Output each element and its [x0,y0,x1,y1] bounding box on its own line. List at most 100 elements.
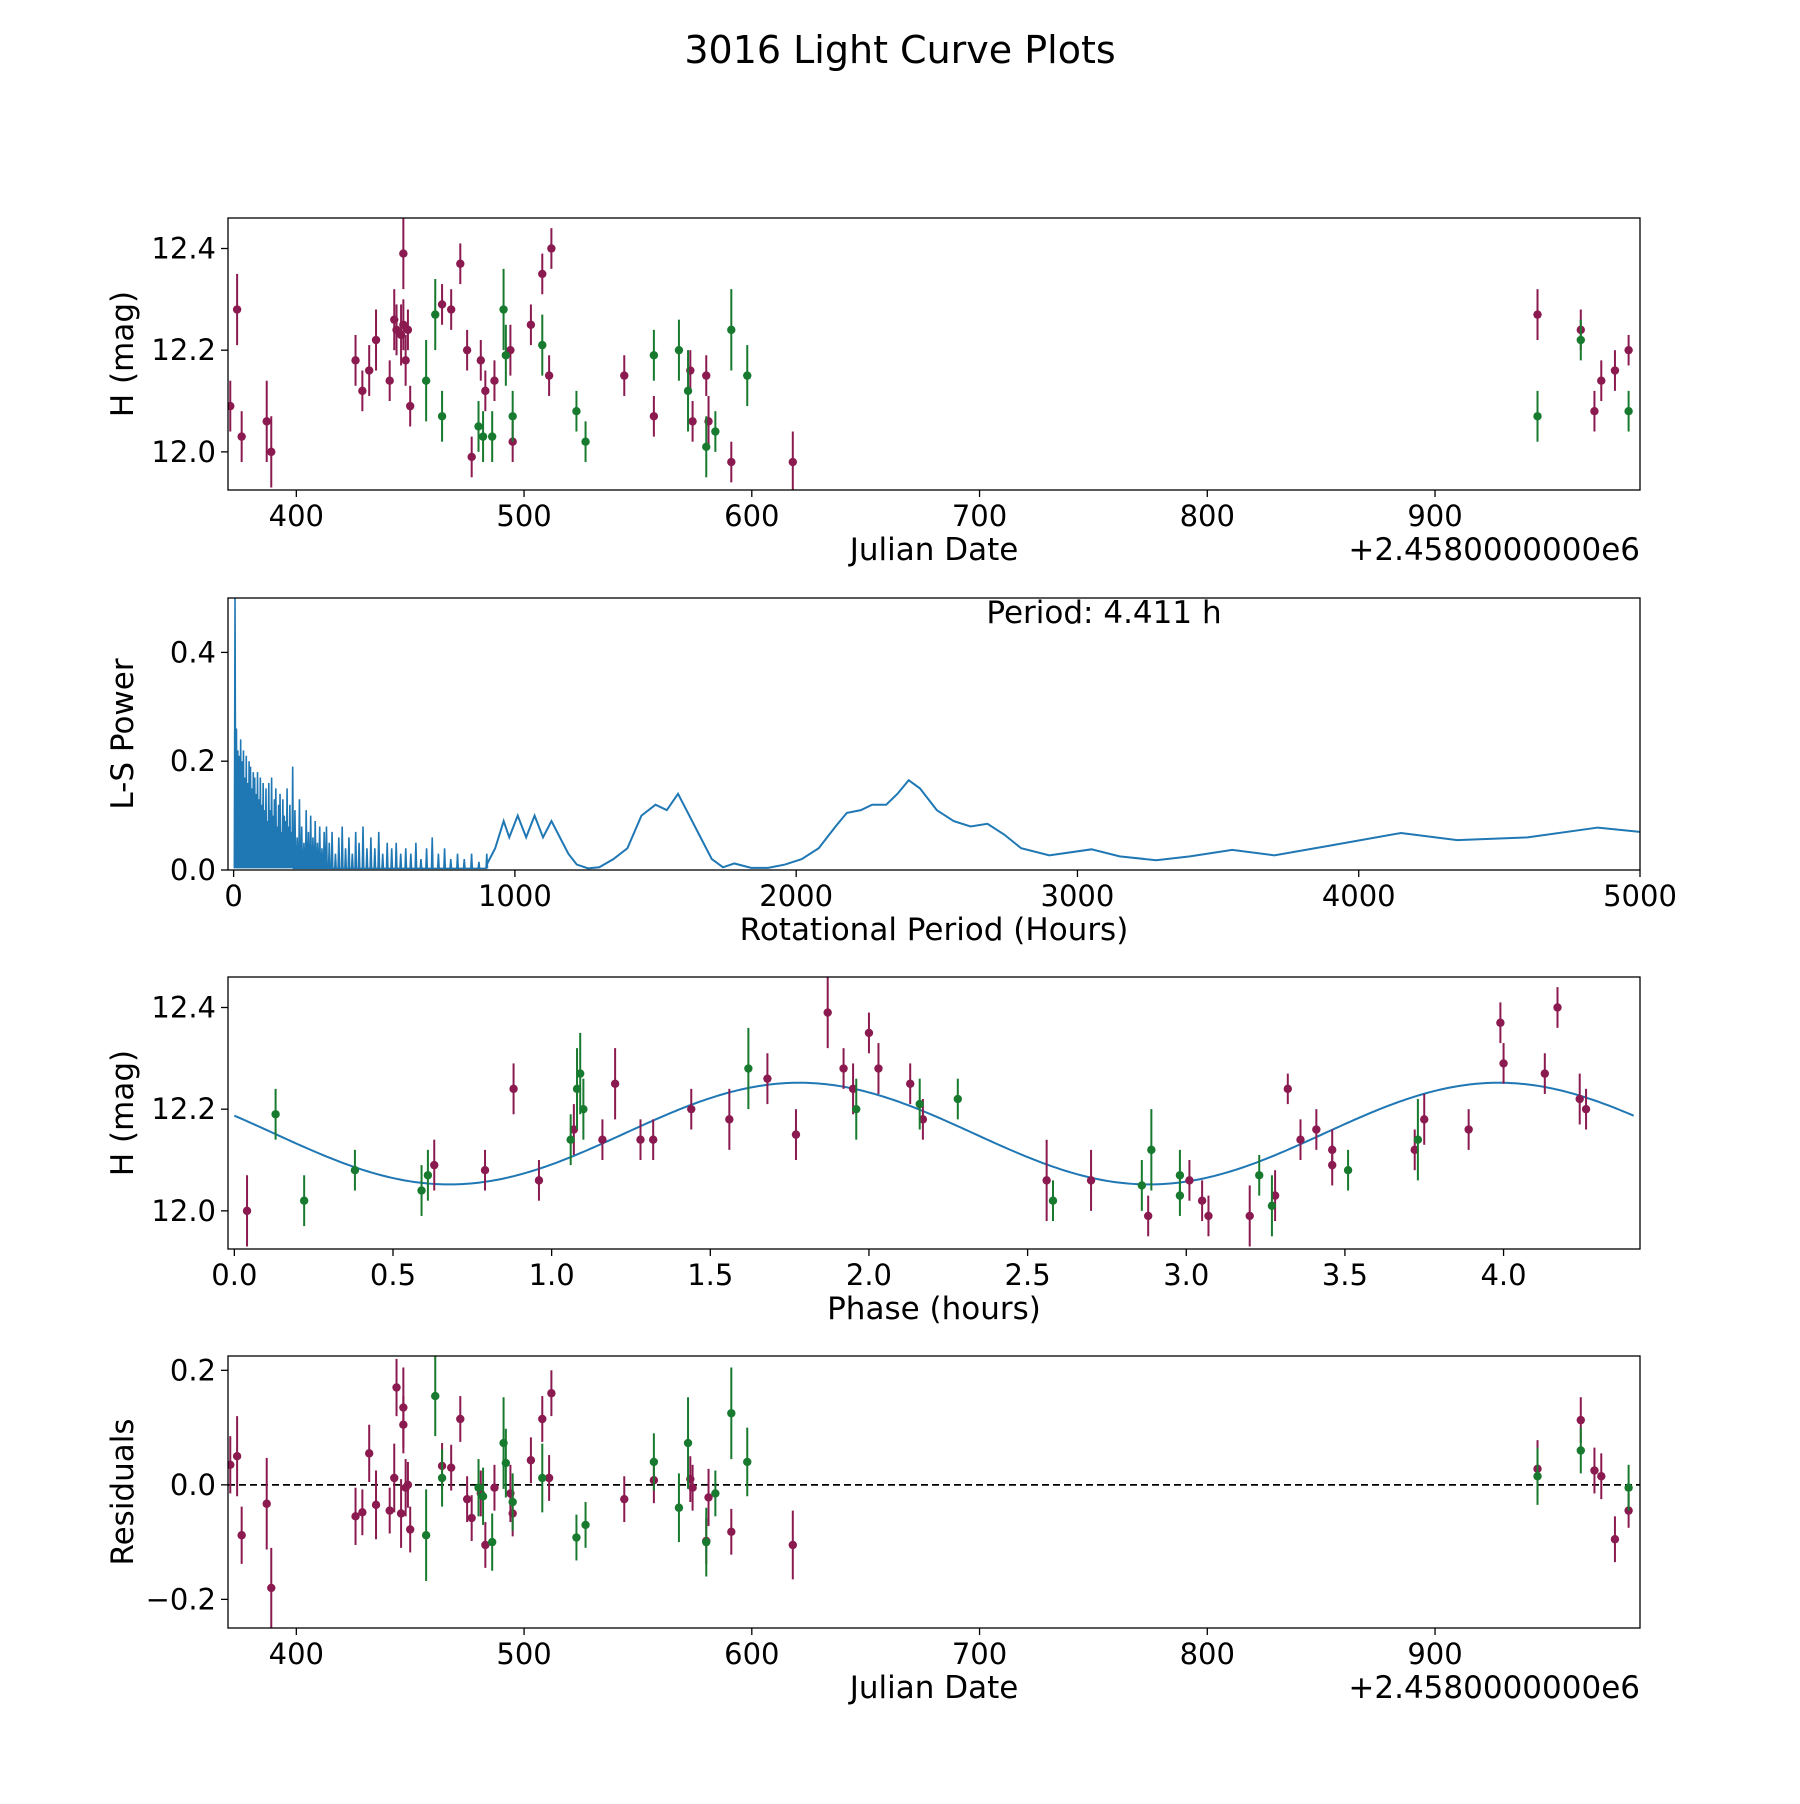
data-point [687,1104,696,1114]
data-point [1410,1145,1419,1155]
data-point [1624,406,1633,416]
data-point [953,1094,962,1104]
data-point [423,1171,433,1180]
data-point [431,310,440,319]
data-point [399,249,408,258]
data-point [476,356,485,365]
data-point [456,259,465,268]
data-point [874,1064,883,1073]
data-point [744,1064,753,1073]
data-point [490,376,499,385]
data-point [610,1079,620,1088]
data-point [538,340,547,350]
data-point [390,1473,399,1483]
x-axis-label: Julian Date [848,1670,1019,1706]
data-point [392,1383,401,1392]
data-point [1143,1211,1153,1221]
y-axis-label: Residuals [105,1418,141,1565]
x-tick-label: 800 [1180,499,1235,533]
data-point [534,1176,544,1185]
data-point [649,412,659,421]
x-tick-label: 0 [224,879,242,913]
axes-frame [227,1355,1641,1629]
data-point [405,1525,415,1534]
series-green [421,1356,1633,1582]
y-tick-label: 0.2 [170,1353,216,1387]
data-point [228,401,235,411]
data-point [358,1508,367,1517]
data-point [1328,1160,1337,1170]
y-tick-label: 0.4 [170,635,216,669]
data-point [674,345,684,355]
data-point [711,1489,720,1498]
data-point [267,447,276,457]
data-point [262,417,271,426]
x-axis-label: Julian Date [848,532,1019,568]
data-point [544,371,554,380]
data-point [572,406,581,416]
x-tick-label: 900 [1407,1637,1462,1671]
data-point [1464,1125,1473,1134]
plot-area-periodogram [233,598,1640,870]
y-tick-label: 12.4 [151,991,216,1025]
y-axis-label: H (mag) [105,291,141,417]
y-axis-label: H (mag) [105,1050,141,1176]
y-tick-label: 12.0 [151,435,216,469]
data-point [437,412,447,421]
data-point [437,300,447,309]
data-point [1590,1466,1599,1475]
data-point [1624,1506,1633,1515]
data-point [430,1160,439,1170]
data-point [864,1028,874,1038]
data-point [401,356,410,365]
data-point [262,1499,271,1508]
data-point [1270,1191,1280,1200]
y-tick-label: 12.4 [151,232,216,266]
data-point [1283,1084,1292,1094]
axes-frame [227,976,1641,1250]
data-point [456,1414,465,1424]
data-point [499,305,508,314]
data-point [1048,1196,1058,1205]
data-point [474,422,483,431]
x-tick-label: 700 [952,499,1007,533]
data-point [704,1493,713,1502]
x-offset-label: +2.4580000000e6 [1348,532,1640,568]
data-point [462,1494,472,1504]
data-point [581,1520,590,1530]
data-point [421,376,431,385]
data-point [446,1463,456,1472]
data-point [487,1537,497,1547]
data-point [501,351,511,360]
model-fit-curve [233,1081,1635,1186]
data-point [385,1506,394,1515]
x-tick-label: 600 [724,1637,779,1671]
data-point [1296,1135,1305,1144]
x-tick-label: 400 [269,499,324,533]
data-point [228,1460,235,1469]
data-point [620,1494,629,1504]
x-tick-label: 600 [724,499,779,533]
panel-lightcurve: 400 500 600 700 800 900 12.0 12.2 12.4 Julian Dat… [105,217,1641,568]
x-tick-label: 500 [496,1637,551,1671]
x-tick-label: 2.5 [1005,1258,1051,1292]
data-point [1533,1472,1542,1481]
data-point [1575,1094,1584,1104]
data-point [906,1079,915,1088]
data-point [1185,1176,1194,1185]
y-tick-label: 12.2 [151,333,216,367]
x-tick-label: 3000 [1041,879,1115,913]
data-point [598,1135,607,1144]
plot-area-phased [233,977,1635,1247]
x-tick-label: 1000 [478,879,552,913]
data-point [791,1130,801,1139]
data-point [371,335,381,345]
data-point [763,1074,772,1083]
data-point [683,386,693,396]
data-point [918,1115,928,1124]
figure-title: 3016 Light Curve Plots [684,28,1116,72]
data-point [403,1480,413,1490]
data-point [501,1458,511,1468]
axes-frame [227,597,1641,871]
